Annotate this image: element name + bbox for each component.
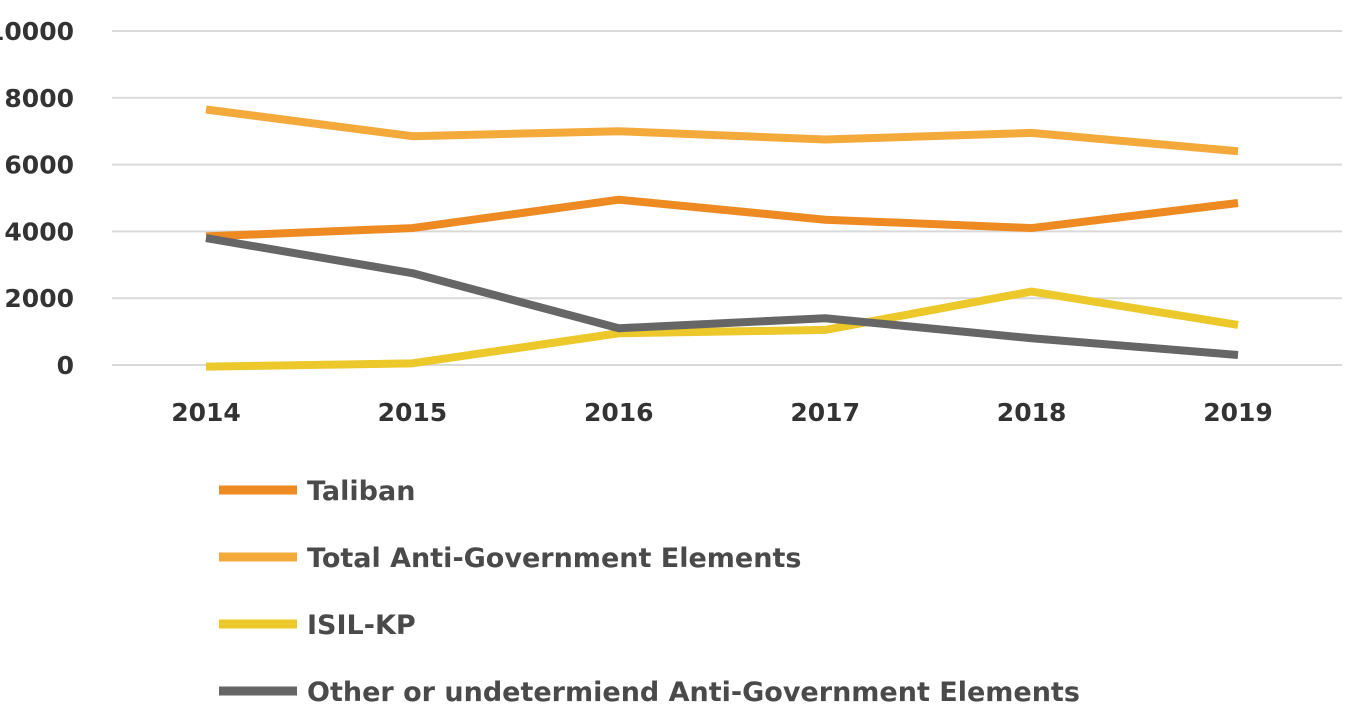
legend-label: Taliban (307, 476, 415, 507)
x-tick-label: 2018 (997, 398, 1067, 427)
y-tick-label: 10000 (0, 17, 74, 46)
legend-label: Total Anti-Government Elements (307, 543, 801, 574)
series-line-0 (205, 195, 1239, 241)
x-tick-label: 2017 (790, 398, 860, 427)
x-tick-label: 2019 (1203, 398, 1273, 427)
series-line-3 (205, 234, 1239, 359)
series-lines (205, 105, 1239, 371)
series-line-2 (205, 287, 1239, 371)
y-tick-label: 0 (57, 351, 74, 380)
y-tick-label: 2000 (4, 284, 74, 313)
y-tick-label: 4000 (4, 217, 74, 246)
x-tick-label: 2016 (584, 398, 654, 427)
legend-label: Other or undetermiend Anti-Government El… (307, 677, 1080, 707)
legend-label: ISIL-KP (307, 610, 416, 641)
y-tick-label: 8000 (4, 84, 74, 113)
series-line-1 (205, 105, 1239, 156)
x-axis-ticks: 2014 2015 2016 2017 2018 2019 (171, 398, 1273, 427)
y-tick-label: 6000 (4, 151, 74, 180)
x-tick-label: 2014 (171, 398, 241, 427)
y-axis-ticks: 0 2000 4000 6000 8000 10000 (0, 17, 74, 380)
x-tick-label: 2015 (378, 398, 448, 427)
legend: Taliban Total Anti-Government Elements ISI… (219, 476, 1080, 707)
